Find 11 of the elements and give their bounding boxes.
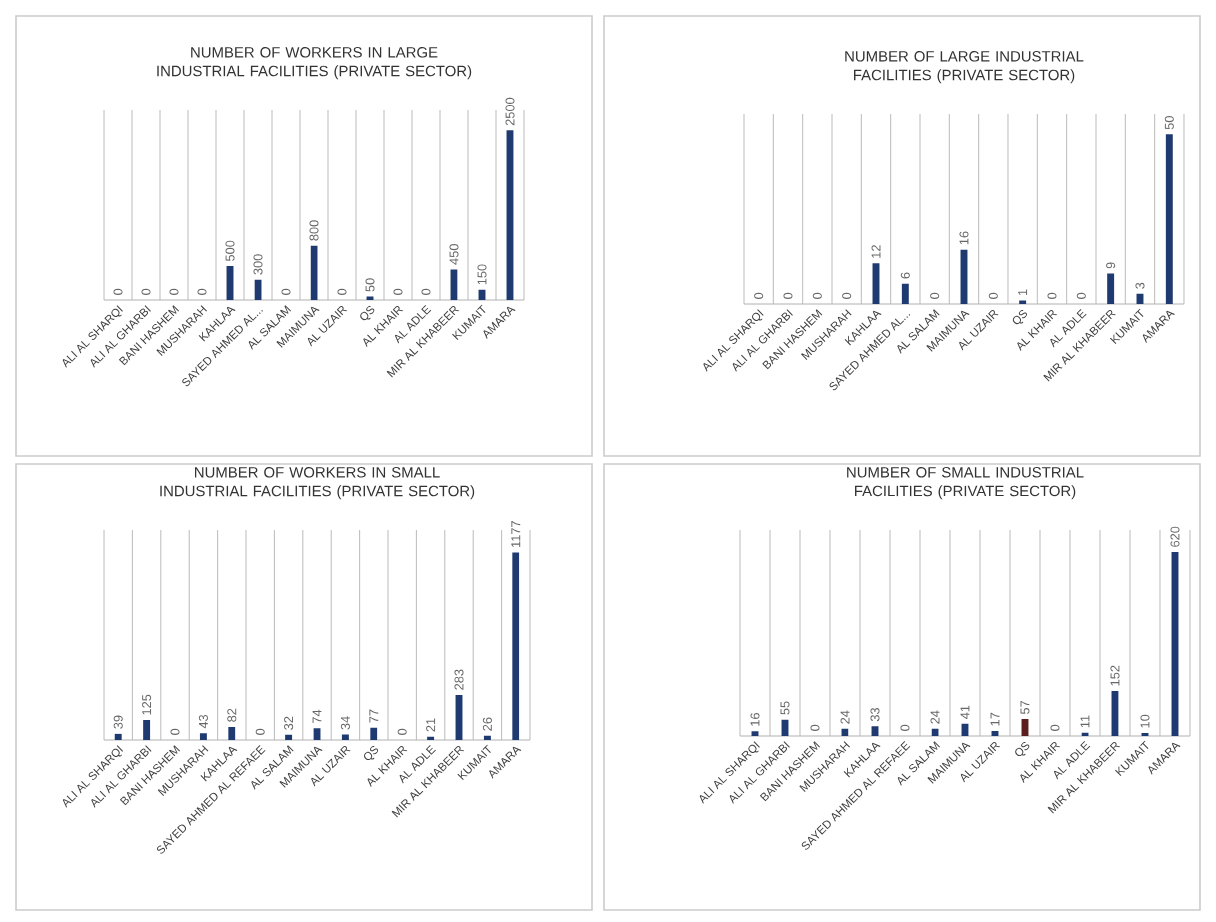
- bar: [285, 734, 293, 740]
- bar: [370, 727, 378, 740]
- bar: [1165, 134, 1173, 304]
- bar: [143, 720, 151, 740]
- bar: [901, 283, 909, 304]
- bar: [512, 552, 520, 740]
- bar: [199, 733, 207, 740]
- bar: [228, 726, 236, 740]
- bar: [1107, 273, 1115, 304]
- bar: [114, 733, 122, 740]
- bar: [341, 734, 349, 740]
